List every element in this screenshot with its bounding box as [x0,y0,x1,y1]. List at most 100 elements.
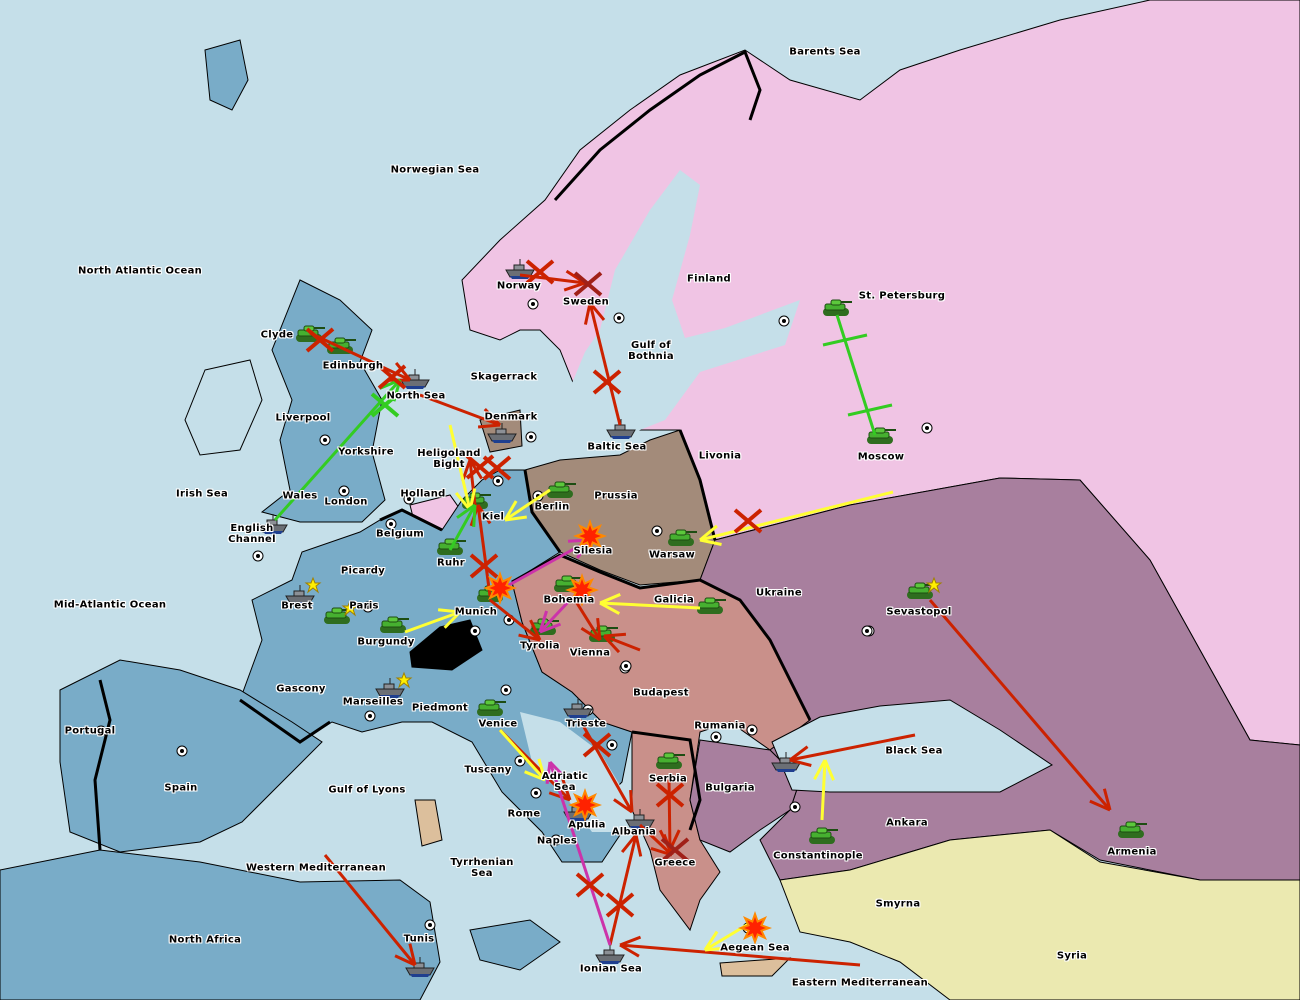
supply-center-icon [319,434,331,446]
border-line [523,469,562,553]
supply-center-icon [176,745,188,757]
x-stroke [370,392,400,418]
province-label: Holland [400,488,446,500]
ship-hull [487,433,517,442]
arrowhead [461,459,472,482]
province-label: Black Sea [885,745,943,757]
province-label: Constantinople [773,850,863,862]
arrowhead [580,627,601,642]
army-icon [437,538,466,555]
supply-center-dot [534,791,538,795]
smyrna-syria-territory [779,829,1300,1000]
province-label: Gulf of Lyons [328,784,406,796]
border-line [631,730,702,831]
supply-center-dot [389,522,393,526]
province-label: Greece [654,857,696,869]
arrowhead [504,515,527,522]
ship-superstructure [266,519,278,526]
province-label: Picardy [340,565,386,577]
province-label: Tyrolia [520,640,560,652]
ship-waterline [611,436,631,439]
order-arrow [419,393,502,429]
supply-center-icon [778,315,790,327]
province-label: Prussia [594,490,638,502]
province-label: Albania [611,826,657,838]
army-icon [380,616,409,633]
order-line [699,490,894,542]
province-label: Ankara [886,817,928,829]
province-label: Norwegian Sea [390,164,480,176]
supply-center-icon [252,550,264,562]
ship-waterline [380,695,400,698]
arrowhead [1102,788,1112,811]
ship-hull [285,595,315,604]
supply-center-dot [714,735,718,739]
ship-waterline [776,769,796,772]
north-africa-territory [0,849,441,1000]
arrowhead [529,619,542,641]
supply-center-icon [861,625,873,637]
ship-superstructure [293,590,305,597]
ship-waterline [405,386,425,389]
arrowhead [789,758,812,767]
x-stroke [592,369,622,395]
supply-center-dot [750,728,754,732]
arrowhead [518,633,541,642]
province-label: Heligoland Bight [417,448,481,470]
province-label: Tunis [403,933,435,945]
arrowhead [524,770,546,782]
supply-center-icon [364,710,376,722]
province-label: Liverpool [275,412,331,424]
x-stroke [305,327,335,353]
order-arrow [608,834,643,946]
arrowhead [703,930,719,951]
supply-center-icon [620,660,632,672]
x-stroke [605,892,635,918]
battle-explosion-icon [483,571,517,605]
ship-hull [771,762,801,771]
support-bar [822,333,868,347]
iceland-island [204,39,249,111]
switzerland [409,619,483,671]
arrowhead [538,610,548,633]
order-line [419,393,501,427]
supply-center-dot [323,438,327,442]
failed-order-x-icon [655,782,685,808]
arrowhead [603,632,627,638]
province-label: Naples [536,835,578,847]
supply-center-dot [865,629,869,633]
border-line [93,679,112,851]
arrowhead [477,423,501,429]
failed-order-x-icon [482,455,512,481]
order-arrow [503,488,551,522]
arrowhead [704,946,728,952]
crete-island [719,957,792,977]
order-line [667,779,672,851]
battle-explosion-icon [565,573,599,607]
arrowhead [596,617,602,641]
tank-turret [331,607,343,614]
arrowhead [699,538,722,546]
order-arrow [498,728,547,782]
arrowhead [545,761,552,785]
arrowhead [454,491,472,511]
province-label: Aegean Sea [720,942,790,954]
supply-center-icon [527,298,539,310]
country-borders [93,49,812,851]
order-line [608,834,638,946]
order-arrow [602,632,641,654]
tank-turret [704,597,716,604]
ship-waterline [492,440,512,443]
supply-center-dot [428,923,432,927]
supply-center-dot [368,714,372,718]
explosion-shape [565,573,599,607]
fleet-icon [625,809,655,829]
fleet-icon [375,678,405,698]
explosion-shape [483,571,517,605]
supply-center-icon [789,801,801,813]
order-arrow [928,599,1112,812]
order-arrow [538,598,572,634]
arrowhead [699,524,718,542]
